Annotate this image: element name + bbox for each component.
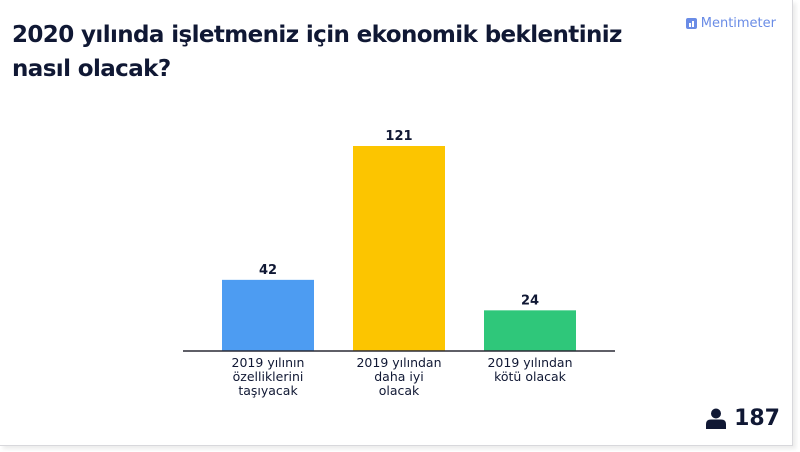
brand-name: Mentimeter: [700, 16, 776, 31]
category-label-2: 2019 yılından daha iyi olacak: [356, 355, 441, 398]
value-label-3: 24: [521, 293, 539, 308]
question-title: 2020 yılında işletmeniz için ekonomik be…: [12, 22, 622, 82]
participant-count: 187: [706, 406, 780, 431]
bar-chart: 42 2019 yılının özelliklerini taşıyacak 121 2…: [183, 129, 615, 398]
person-icon: [706, 408, 727, 429]
brand-logo: Mentimeter: [685, 16, 776, 31]
value-label-2: 121: [385, 129, 412, 144]
bar-2: [353, 146, 445, 351]
mentimeter-logo-icon: [685, 18, 697, 29]
category-label-1: 2019 yılının özelliklerini taşıyacak: [232, 355, 305, 398]
bar-1: [222, 279, 314, 351]
category-label-3: 2019 yılından kötü olacak: [487, 355, 572, 384]
slide: 2020 yılında işletmeniz için ekonomik be…: [0, 0, 793, 446]
value-label-1: 42: [259, 263, 277, 278]
bar-3: [484, 310, 576, 351]
participant-count-value: 187: [734, 406, 780, 431]
